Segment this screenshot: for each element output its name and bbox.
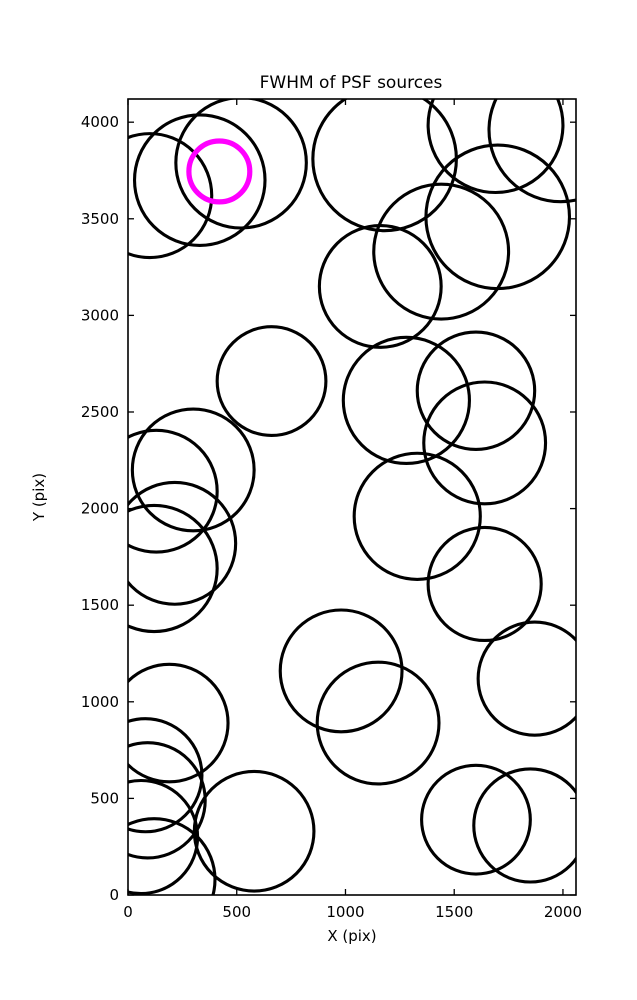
psf-source-circle — [422, 380, 548, 506]
psf-source-circle — [128, 480, 238, 606]
x-tick-label: 2000 — [544, 903, 582, 921]
psf-source-circle — [192, 769, 316, 893]
psf-source-circle — [128, 817, 217, 895]
psf-source-circle — [472, 767, 576, 884]
x-tick-label: 1500 — [435, 903, 473, 921]
psf-source-circle — [420, 763, 532, 876]
y-tick-label: 0 — [109, 886, 119, 904]
x-tick-label: 1000 — [326, 903, 364, 921]
psf-source-circle — [426, 525, 543, 643]
data-circles-layer — [128, 99, 576, 895]
psf-source-circle — [128, 717, 204, 834]
psf-source-circle — [128, 428, 219, 554]
selected-source-circle[interactable] — [186, 138, 253, 205]
psf-source-circle — [317, 223, 443, 349]
psf-source-circle — [132, 113, 267, 247]
y-tick-label: 2000 — [81, 500, 119, 518]
psf-source-circle — [315, 660, 441, 786]
psf-source-circle — [130, 407, 256, 533]
y-tick-label: 1000 — [81, 693, 119, 711]
y-tick-label: 2500 — [81, 403, 119, 421]
y-tick-label: 1500 — [81, 596, 119, 614]
psf-source-circle — [415, 330, 537, 452]
psf-source-circle — [278, 608, 404, 734]
psf-source-circle — [128, 503, 219, 634]
x-axis-ticks: 0 500 1000 1500 2000 — [123, 99, 582, 921]
plot-title-group: FWHM of PSF sources — [260, 73, 443, 93]
psf-source-circle — [128, 132, 214, 260]
x-tick-label: 0 — [123, 903, 133, 921]
plot-title: FWHM of PSF sources — [260, 73, 443, 93]
axes-frame — [127, 98, 577, 896]
psf-source-circle — [352, 451, 482, 581]
x-axis-label: X (pix) — [327, 927, 376, 945]
y-tick-label: 4000 — [81, 113, 119, 131]
psf-source-circle — [311, 99, 458, 233]
y-tick-label: 500 — [90, 789, 119, 807]
x-tick-label: 500 — [222, 903, 251, 921]
y-tick-label: 3000 — [81, 306, 119, 324]
psf-source-circle — [476, 620, 576, 737]
y-tick-label: 3500 — [81, 210, 119, 228]
psf-source-circle — [128, 662, 230, 784]
psf-source-circle — [215, 325, 328, 437]
psf-source-circle — [341, 335, 471, 466]
psf-source-circle — [128, 741, 207, 860]
psf-source-circle — [487, 99, 576, 204]
psf-source-circle — [372, 182, 511, 321]
y-axis-label: Y (pix) — [30, 473, 48, 522]
axes-spines — [127, 98, 577, 896]
psf-source-circle — [426, 99, 565, 195]
psf-source-circle — [174, 99, 308, 230]
y-axis-ticks: 0 500 1000 1500 2000 2500 3000 3500 4000 — [81, 113, 576, 904]
